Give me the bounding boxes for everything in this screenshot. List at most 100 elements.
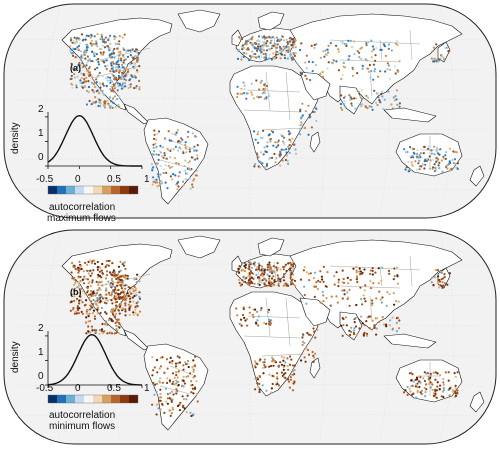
station-dot-a: [80, 33, 84, 36]
country-border-2: [169, 365, 197, 377]
station-dot-a: [112, 74, 115, 77]
station-dot-b: [98, 286, 101, 290]
station-dot-b: [248, 274, 251, 277]
station-dot-b: [190, 391, 193, 394]
station-dot-b: [120, 287, 123, 290]
station-dot-a: [321, 71, 324, 74]
ytick-b-1: 1: [38, 347, 44, 358]
station-dot-b: [254, 308, 257, 311]
country-border-11: [329, 39, 421, 45]
station-dot-b: [279, 280, 282, 283]
station-dot-a: [109, 96, 112, 99]
station-dot-a: [272, 144, 275, 147]
station-dot-b: [251, 281, 254, 285]
station-dot-b: [444, 282, 447, 285]
station-dot-b: [84, 303, 87, 306]
station-dot-a: [327, 61, 330, 64]
station-dot-b: [447, 371, 450, 374]
station-dot-b: [352, 267, 355, 270]
station-dot-a: [370, 56, 373, 59]
station-dot-a: [124, 74, 127, 77]
station-dot-a: [315, 107, 318, 110]
station-dot-b: [284, 372, 287, 375]
station-dot-a: [394, 72, 397, 75]
station-dot-b: [436, 269, 439, 272]
station-dot-b: [238, 281, 241, 284]
station-dot-b: [352, 333, 356, 336]
station-dot-a: [275, 146, 278, 149]
station-dot-a: [433, 153, 436, 156]
station-dot-b: [373, 323, 376, 327]
country-border-0: [91, 65, 141, 79]
station-dot-b: [349, 333, 352, 336]
station-dot-b: [237, 278, 241, 281]
station-dot-a: [129, 85, 132, 88]
station-dot-a: [256, 49, 259, 52]
station-dot-a: [268, 48, 271, 51]
station-dot-a: [124, 79, 128, 82]
station-dot-b: [257, 266, 260, 269]
station-dot-a: [85, 89, 89, 92]
station-dot-a: [428, 167, 431, 170]
station-dot-b: [299, 278, 303, 281]
station-dot-b: [124, 304, 127, 307]
station-dot-a: [311, 70, 314, 73]
station-dot-a: [117, 103, 120, 106]
station-dot-b: [429, 372, 432, 375]
station-dot-b: [237, 270, 240, 273]
station-dot-a: [92, 91, 95, 94]
station-dot-b: [272, 275, 275, 278]
station-dot-b: [86, 309, 89, 312]
xtick-a-1: 1: [144, 174, 150, 185]
station-dot-a: [108, 49, 111, 52]
station-dot-a: [285, 148, 288, 151]
station-dot-b: [356, 280, 359, 284]
station-dot-b: [111, 307, 114, 310]
station-dot-b: [267, 322, 271, 325]
station-dot-a: [329, 42, 332, 45]
station-dot-b: [291, 373, 295, 376]
station-dot-b: [303, 285, 306, 288]
station-dot-a: [154, 142, 157, 145]
station-dot-a: [309, 78, 312, 82]
station-dot-a: [195, 149, 198, 152]
station-dot-a: [372, 78, 375, 81]
station-dot-a: [159, 165, 162, 168]
station-dot-a: [370, 105, 373, 108]
station-dot-a: [156, 162, 159, 165]
station-dot-b: [154, 383, 157, 386]
station-dot-a: [395, 40, 399, 43]
station-dot-a: [241, 44, 245, 47]
station-dot-b: [85, 299, 88, 302]
station-dot-a: [77, 48, 80, 51]
station-dot-b: [427, 382, 431, 386]
station-dot-a: [377, 96, 380, 99]
colorbar-swatch-a: [57, 186, 66, 194]
station-dot-b: [280, 371, 283, 374]
station-dot-b: [120, 275, 123, 278]
station-dot-b: [116, 329, 119, 332]
station-dot-b: [434, 371, 437, 374]
station-dot-a: [435, 59, 438, 63]
station-dot-a: [404, 151, 408, 154]
station-dot-b: [90, 294, 93, 297]
station-dot-b: [258, 264, 261, 267]
station-dot-b: [90, 305, 93, 308]
station-dot-b: [126, 292, 129, 295]
station-dot-b: [136, 273, 139, 276]
station-dot-b: [152, 381, 155, 385]
country-border-4: [247, 315, 301, 319]
landmass-india: [339, 311, 363, 341]
station-dot-b: [187, 365, 190, 369]
landmass-central-america: [123, 329, 149, 351]
station-dot-b: [350, 326, 353, 329]
station-dot-b: [117, 265, 121, 268]
station-dot-b: [189, 411, 192, 414]
station-dot-b: [129, 300, 132, 303]
station-dot-a: [74, 55, 77, 59]
station-dot-a: [266, 141, 269, 144]
station-dot-b: [176, 376, 179, 379]
station-dot-a: [133, 74, 136, 77]
station-dot-b: [88, 280, 91, 283]
station-dot-a: [325, 53, 328, 57]
